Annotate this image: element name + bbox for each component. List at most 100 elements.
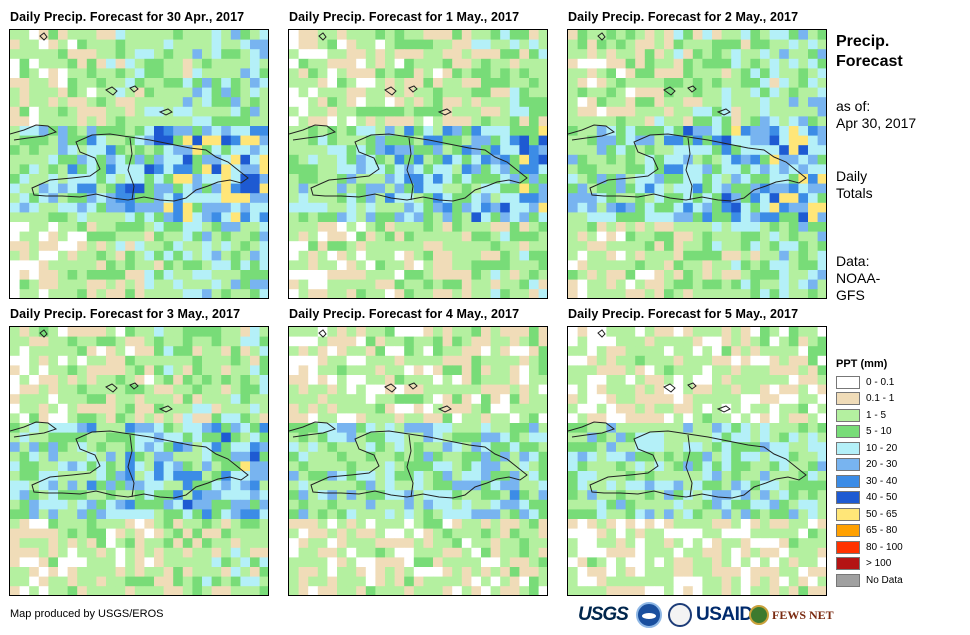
precip-cell (38, 212, 49, 223)
precip-cell (346, 279, 357, 290)
precip-cell (654, 135, 665, 146)
precip-cell (317, 145, 328, 156)
precip-cell (346, 260, 357, 271)
precip-cell (308, 538, 319, 549)
precip-cell (173, 327, 184, 337)
precip-cell (817, 231, 826, 242)
precip-cell (125, 413, 136, 424)
precip-cell (712, 557, 722, 568)
island-outline (408, 85, 418, 93)
precip-cell (259, 499, 268, 510)
precip-cell (769, 106, 780, 117)
precip-cell (365, 461, 376, 472)
precip-cell (788, 231, 799, 242)
precip-cell (635, 174, 646, 184)
precip-cell (423, 365, 434, 376)
precip-cell (471, 116, 482, 127)
precip-cell (616, 423, 626, 433)
precip-cell (77, 58, 88, 69)
precip-cell (644, 154, 655, 165)
precip-cell (788, 509, 799, 520)
precip-cell (740, 365, 751, 376)
precip-cell (529, 538, 539, 549)
precip-cell (394, 423, 405, 433)
precip-cell (798, 135, 809, 146)
precip-cell (106, 49, 116, 60)
precip-cell (731, 423, 742, 433)
precip-cell (250, 222, 260, 232)
precip-cell (308, 471, 319, 481)
precip-cell (788, 174, 799, 184)
precip-cell (808, 116, 818, 127)
precip-cell (298, 212, 309, 223)
precip-cell (67, 154, 78, 165)
precip-cell (385, 68, 395, 79)
precip-cell (29, 58, 40, 69)
precip-cell (490, 327, 501, 337)
precip-cell (29, 174, 40, 184)
precip-cell (433, 97, 443, 108)
precip-cell (221, 250, 232, 261)
precip-cell (529, 327, 539, 337)
precip-cell (644, 78, 655, 88)
precip-cell (289, 222, 299, 232)
precip-cell (356, 193, 367, 204)
precip-cell (38, 289, 49, 298)
precip-cell (394, 183, 405, 194)
precip-cell (327, 289, 338, 298)
precip-cell (154, 490, 164, 501)
precip-cell (433, 78, 443, 88)
precip-cell (500, 289, 511, 298)
precip-cell (635, 451, 646, 462)
precip-cell (509, 260, 520, 271)
precip-cell (808, 586, 818, 595)
precip-cell (423, 451, 434, 462)
precip-cell (452, 336, 463, 347)
precip-cell (740, 375, 751, 385)
precip-cell (115, 49, 126, 60)
precip-cell (106, 499, 116, 510)
precip-cell (58, 384, 68, 395)
precip-cell (375, 241, 386, 252)
state-seal-icon (668, 603, 692, 627)
precip-cell (346, 461, 357, 472)
precip-cell (798, 442, 809, 453)
precip-cell (259, 413, 268, 424)
precip-cell (356, 365, 367, 376)
precip-cell (779, 336, 790, 347)
precip-cell (798, 174, 809, 184)
precip-cell (38, 586, 49, 595)
precip-cell (538, 39, 547, 50)
precip-cell (509, 576, 520, 587)
precip-cell (635, 365, 646, 376)
precip-cell (289, 557, 299, 568)
precip-cell (596, 231, 607, 242)
precip-cell (712, 355, 722, 366)
precip-cell (712, 423, 722, 433)
precip-cell (442, 499, 453, 510)
precip-cell (58, 222, 68, 232)
precip-cell (413, 58, 424, 69)
precip-cell (337, 68, 347, 79)
precip-cell (769, 270, 780, 280)
hispaniola-coastline (589, 430, 807, 499)
precip-cell (365, 260, 376, 271)
precip-cell (38, 451, 49, 462)
precip-cell (740, 394, 751, 405)
precip-cell (19, 154, 30, 165)
precip-cell (38, 270, 49, 280)
precip-cell (644, 250, 655, 261)
precip-cell (808, 126, 818, 136)
precip-cell (788, 538, 799, 549)
precip-cell (664, 336, 674, 347)
precip-cell (625, 547, 636, 558)
precip-cell (38, 49, 49, 60)
precip-cell (481, 509, 491, 520)
precip-cell (509, 336, 520, 347)
precip-cell (577, 336, 588, 347)
precip-cell (163, 164, 174, 175)
precip-cell (683, 355, 694, 366)
precip-cell (490, 126, 501, 136)
precip-cell (289, 68, 299, 79)
precip-cell (509, 384, 520, 395)
